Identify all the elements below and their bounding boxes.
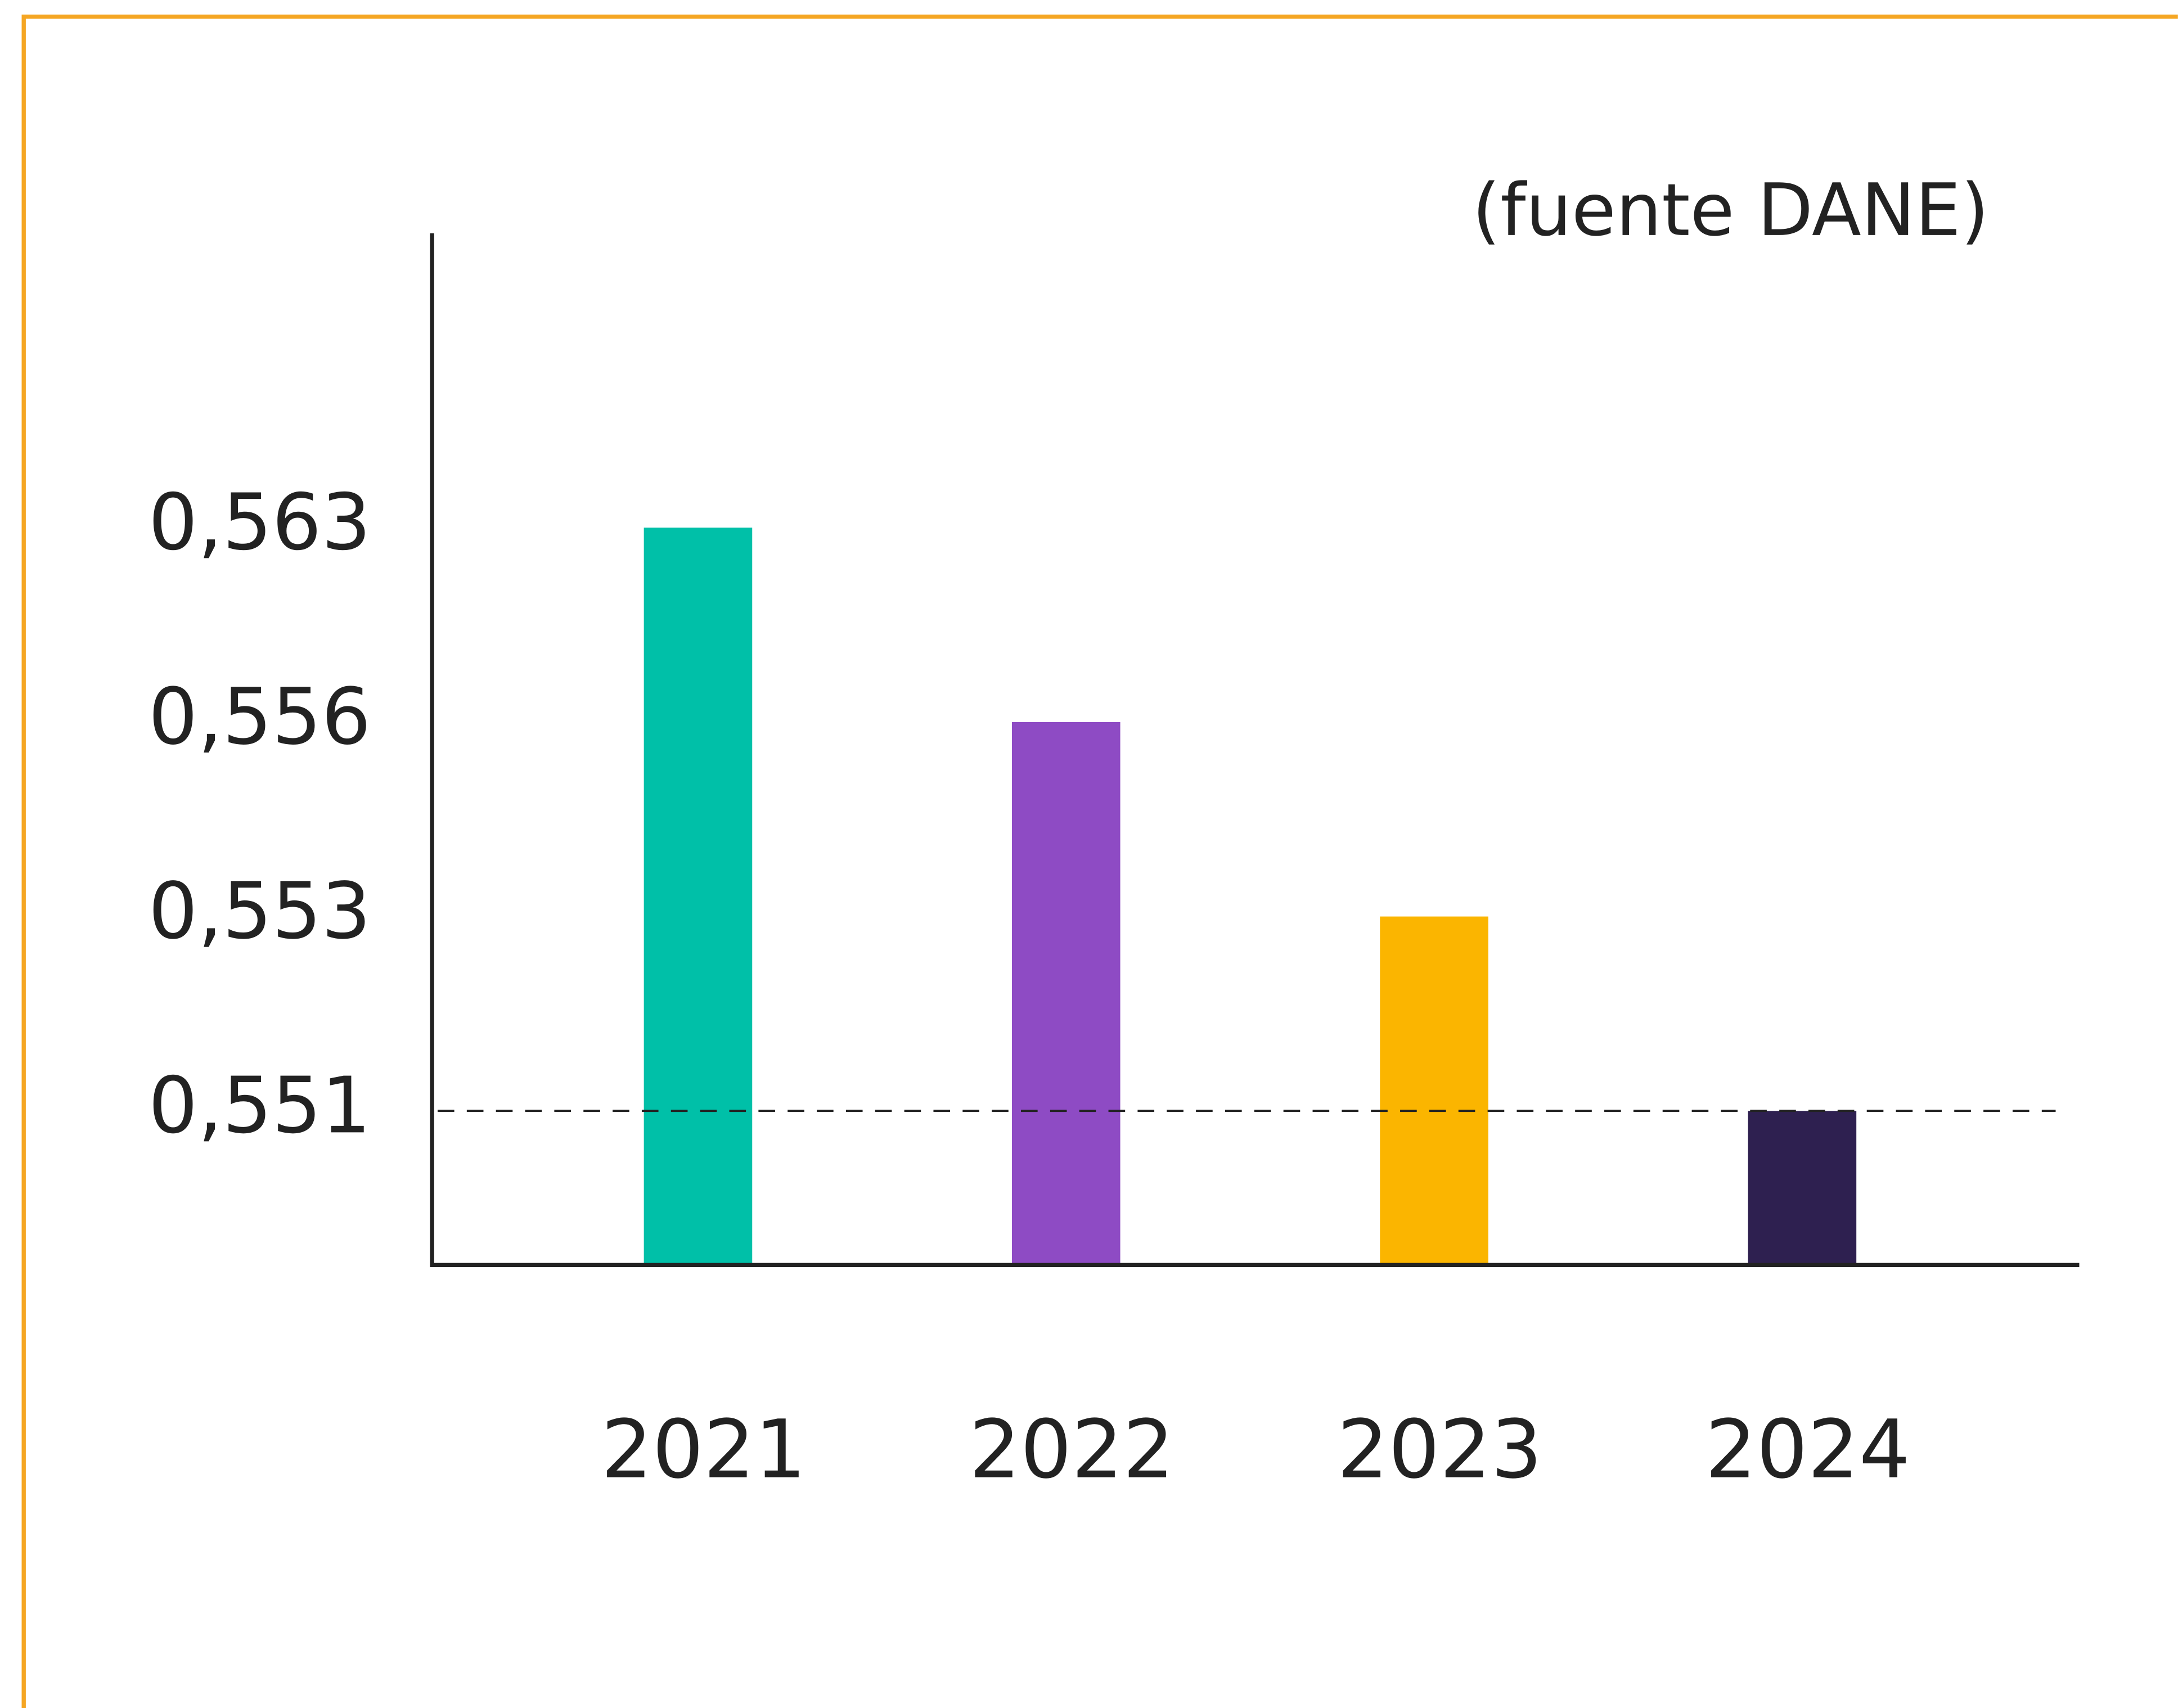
bar bbox=[1380, 916, 1488, 1265]
y-tick-label: 0,556 bbox=[148, 672, 371, 762]
bar bbox=[1011, 722, 1120, 1265]
x-tick-label: 2022 bbox=[969, 1403, 1174, 1497]
frame-border bbox=[21, 14, 2178, 1708]
x-tick-label: 2024 bbox=[1706, 1403, 1910, 1497]
x-tick-label: 2021 bbox=[601, 1403, 806, 1497]
y-tick-label: 0,563 bbox=[148, 477, 371, 567]
x-tick-label: 2023 bbox=[1337, 1403, 1542, 1497]
y-tick-label: 0,553 bbox=[148, 866, 371, 957]
bar bbox=[1748, 1111, 1857, 1265]
chart-subtitle: (fuente DANE) bbox=[1472, 169, 1989, 253]
y-tick-label: 0,551 bbox=[148, 1060, 371, 1151]
bar bbox=[644, 528, 753, 1265]
